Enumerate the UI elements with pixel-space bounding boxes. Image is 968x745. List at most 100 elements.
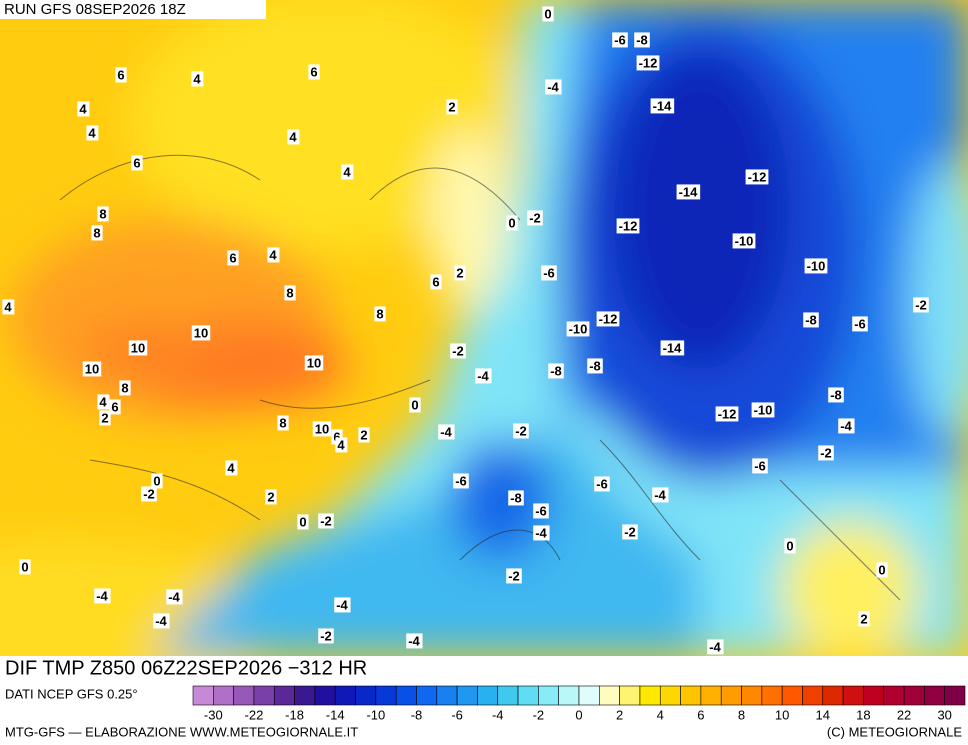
contour-label: -6 xyxy=(455,473,467,488)
contour-label-box xyxy=(19,559,31,575)
color-swatch xyxy=(639,685,661,706)
contour-label: -10 xyxy=(569,321,588,336)
contour-label-box xyxy=(818,445,834,461)
contour-label: -4 xyxy=(168,589,180,604)
color-swatch xyxy=(334,685,356,706)
contour-label: 6 xyxy=(432,274,439,289)
contour-label: 2 xyxy=(360,427,367,442)
color-bar-tick-label: -8 xyxy=(411,707,423,722)
contour-label: -14 xyxy=(679,184,699,199)
contour-label-box xyxy=(277,415,289,431)
contour-label-box xyxy=(660,340,685,356)
contour-label-box xyxy=(191,325,211,341)
contour-label: -12 xyxy=(748,169,767,184)
contour-label: 6 xyxy=(229,250,236,265)
color-swatch xyxy=(416,685,438,706)
color-swatch xyxy=(497,685,519,706)
contour-label-box xyxy=(506,215,518,231)
contour-label: -14 xyxy=(663,340,683,355)
contour-label: -2 xyxy=(624,524,636,539)
contour-label: -2 xyxy=(515,423,527,438)
contour-label-box xyxy=(804,258,828,274)
contour-label: -8 xyxy=(589,358,601,373)
contour-label-box xyxy=(318,513,334,529)
contour-label-box xyxy=(430,274,442,290)
color-swatch xyxy=(233,685,255,706)
contour-label-box xyxy=(304,355,324,371)
contour-label: 8 xyxy=(99,206,106,221)
run-box xyxy=(0,0,266,19)
color-swatch xyxy=(944,685,966,706)
contour-label-box xyxy=(541,265,557,281)
color-bar-tick-label: -6 xyxy=(451,707,463,722)
source-label: DATI NCEP GFS 0.25° xyxy=(5,686,138,701)
color-bar-tick-label: -4 xyxy=(492,707,504,722)
contour-label: -6 xyxy=(854,316,866,331)
contour-label-box xyxy=(616,218,640,234)
contour-label: -2 xyxy=(320,628,332,643)
contour-label: 4 xyxy=(193,71,201,86)
contour-label-box xyxy=(732,233,756,249)
color-swatch xyxy=(294,685,316,706)
contour-label: 6 xyxy=(111,399,118,414)
contour-label: -4 xyxy=(336,597,348,612)
contour-label-box xyxy=(745,169,769,185)
color-swatch xyxy=(599,685,620,706)
contour-label: -12 xyxy=(619,218,638,233)
color-swatch xyxy=(355,685,377,706)
contour-label-box xyxy=(828,387,844,403)
contour-label: 8 xyxy=(279,415,286,430)
contour-label: -10 xyxy=(807,258,826,273)
color-bar-tick-label: -2 xyxy=(533,707,545,722)
contour-label-box xyxy=(358,427,370,443)
contour-label-box xyxy=(707,639,724,655)
map-title: DIF TMP Z850 06Z22SEP2026 −312 HR xyxy=(5,657,367,679)
contour-label: 8 xyxy=(286,285,293,300)
color-swatch xyxy=(578,685,600,706)
contour-label-box xyxy=(166,589,183,605)
contour-label-box xyxy=(141,486,157,502)
color-swatch xyxy=(680,685,702,706)
color-bar-tick-label: 10 xyxy=(775,707,789,722)
contour-label: 0 xyxy=(878,562,885,577)
contour-label: 2 xyxy=(456,265,463,280)
contour-label-box xyxy=(128,340,148,356)
contour-label-box xyxy=(131,155,143,171)
contour-label-box xyxy=(225,460,238,476)
color-swatch xyxy=(720,685,742,706)
contour-label-box xyxy=(513,423,529,439)
color-swatch xyxy=(273,685,295,706)
contour-label-box xyxy=(94,588,111,604)
contour-label-box xyxy=(227,250,239,266)
color-swatch xyxy=(558,685,580,706)
color-swatch xyxy=(822,685,844,706)
contour-label-box xyxy=(334,597,351,613)
contour-label-box xyxy=(331,429,343,445)
contour-label: -4 xyxy=(96,588,108,603)
contour-label: -6 xyxy=(535,503,547,518)
contour-label: 6 xyxy=(117,67,124,82)
color-swatch xyxy=(213,685,234,706)
contour-label-box xyxy=(506,568,522,584)
contour-label-box xyxy=(318,628,334,644)
contour-label-box xyxy=(97,206,109,222)
contour-label: 6 xyxy=(133,155,140,170)
contour-label-box xyxy=(153,613,170,629)
color-bar-tick-label: 22 xyxy=(897,707,911,722)
color-swatch xyxy=(842,685,864,706)
contour-label-box xyxy=(508,490,524,506)
contour-label: 10 xyxy=(315,421,329,436)
contour-label-box xyxy=(622,524,638,540)
color-bar-tick-label: -10 xyxy=(366,707,385,722)
color-bar-tick-label: 4 xyxy=(657,707,664,722)
contour-label: -8 xyxy=(805,312,817,327)
contour-label-box xyxy=(527,210,543,226)
color-bar-tick-label: -14 xyxy=(326,707,345,722)
contour-label-box xyxy=(566,321,590,337)
contour-label: 0 xyxy=(544,6,551,21)
contour-label-box xyxy=(634,32,650,48)
color-bar-tick-label: -30 xyxy=(204,707,223,722)
contour-label: 4 xyxy=(227,460,235,475)
contour-label-box xyxy=(876,562,888,578)
